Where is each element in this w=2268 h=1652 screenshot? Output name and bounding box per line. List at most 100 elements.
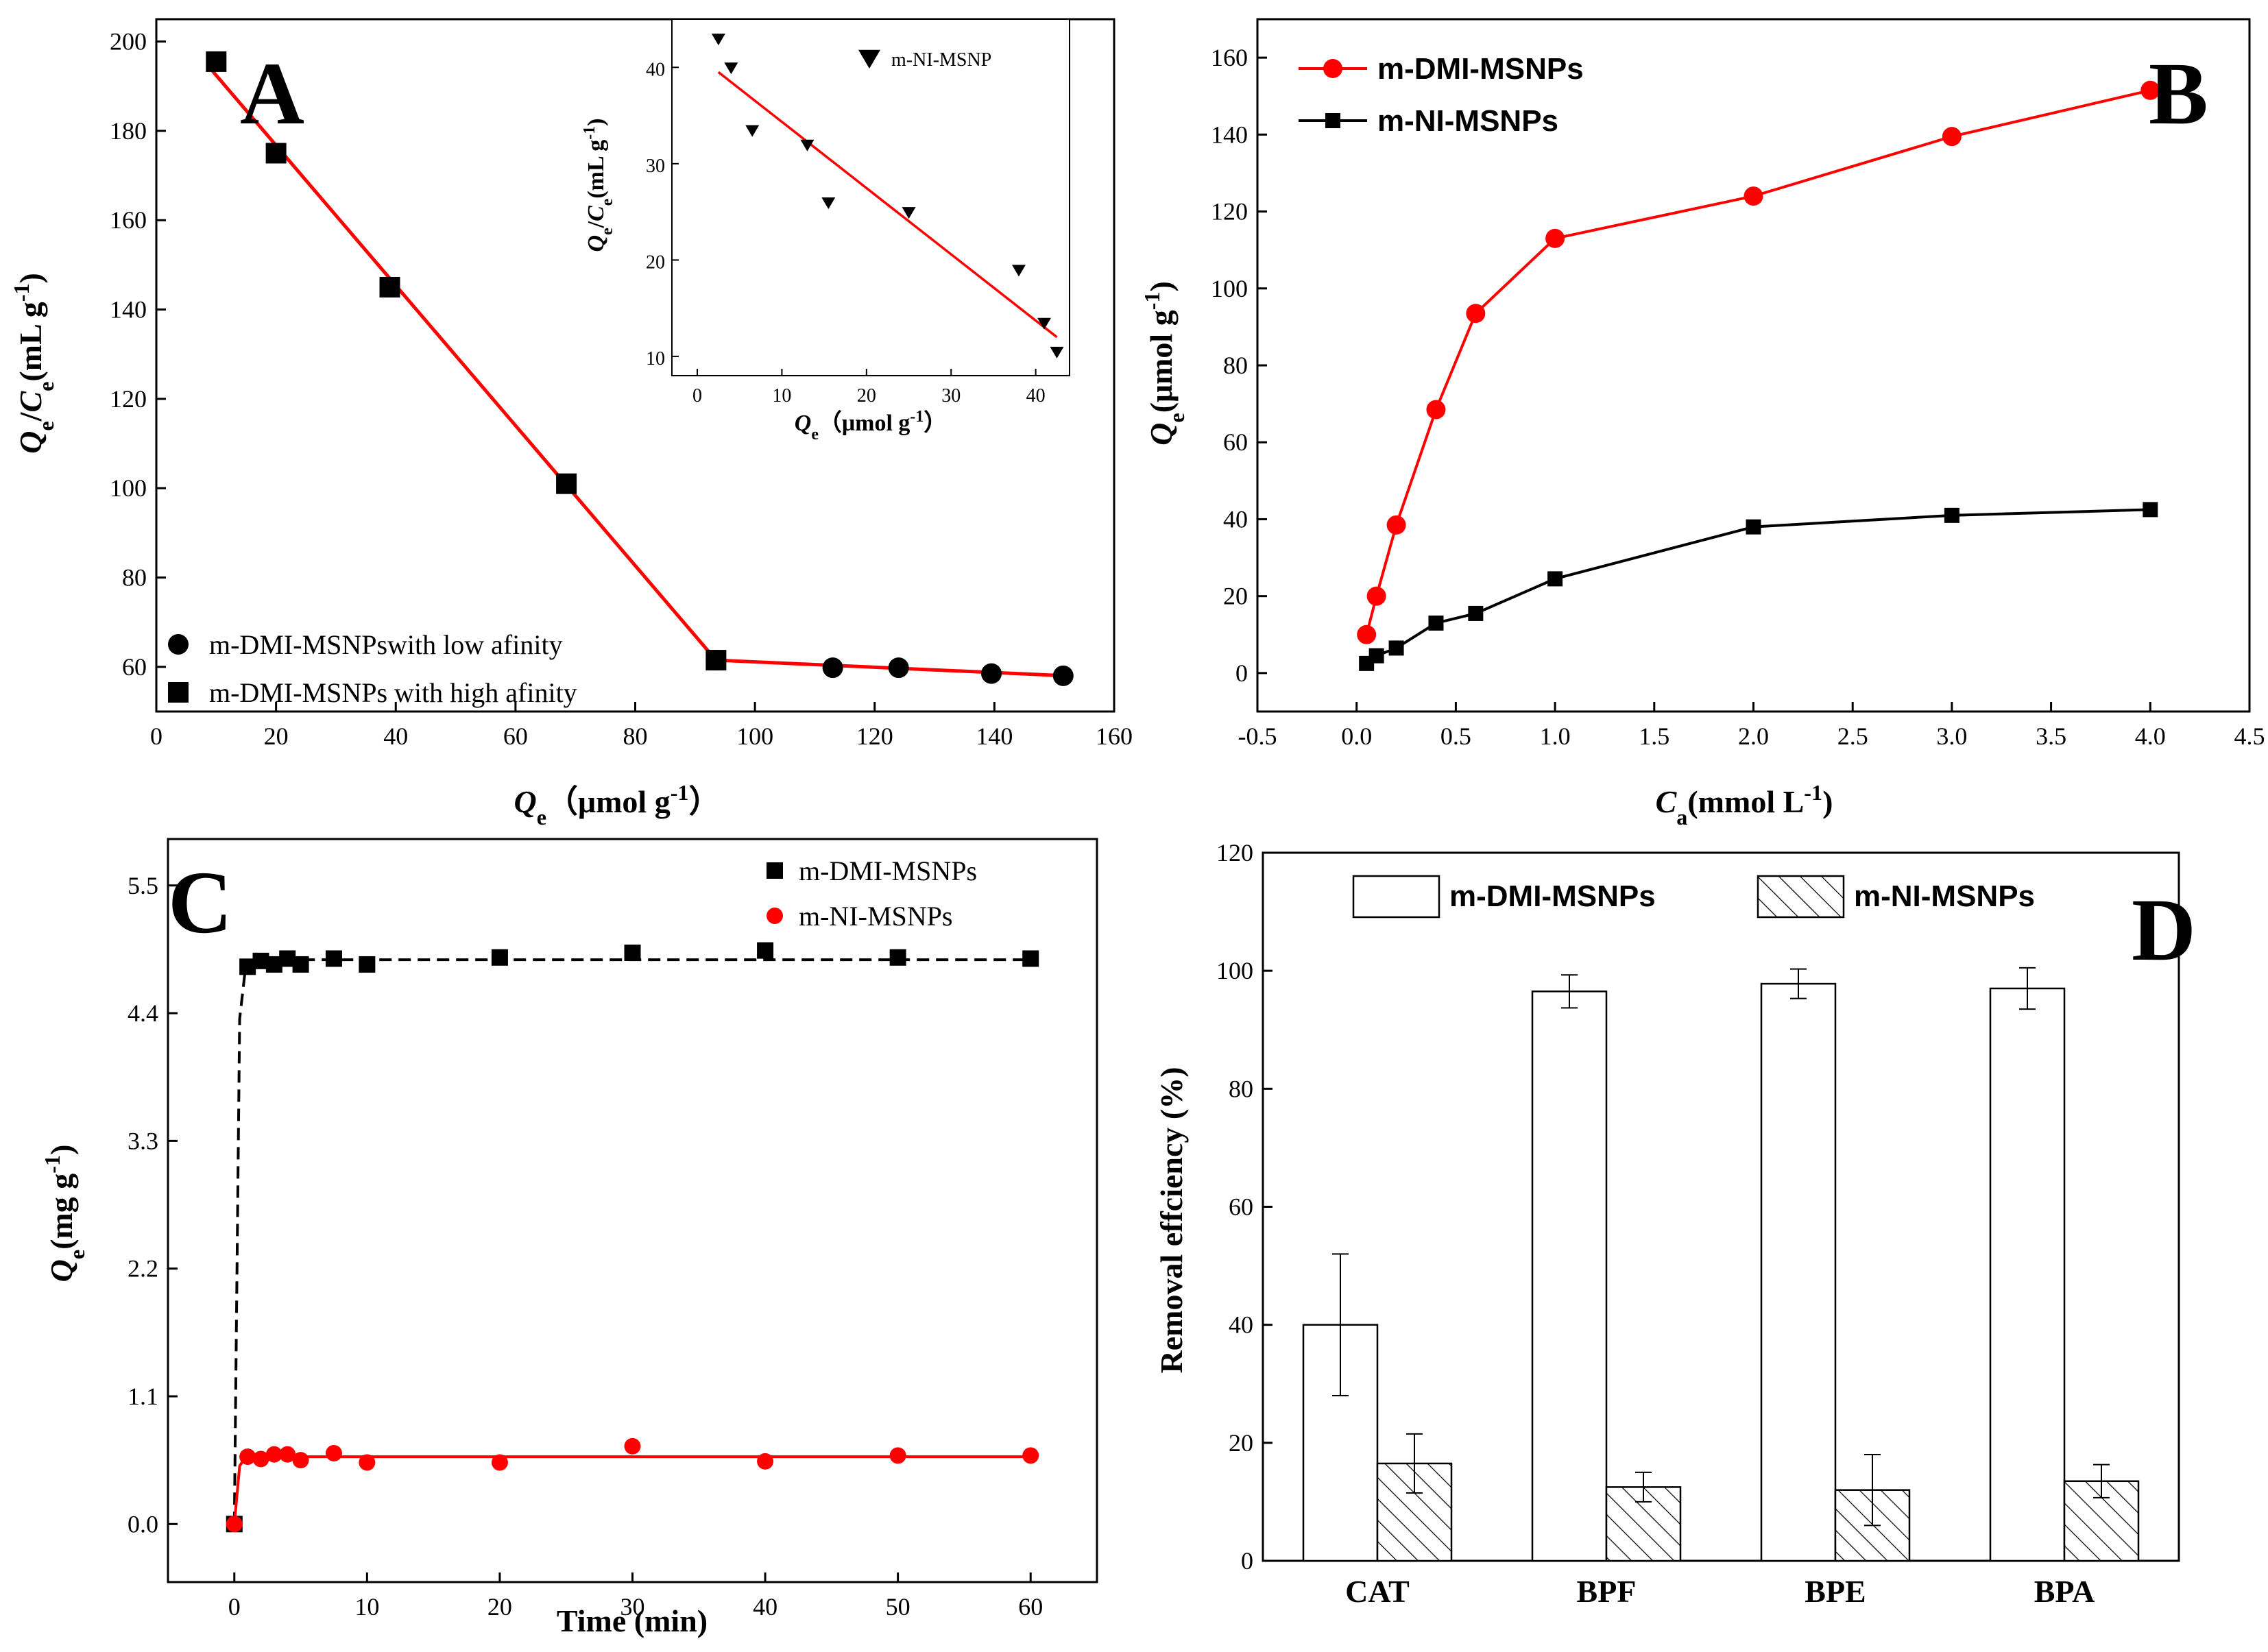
c-point — [757, 1453, 774, 1470]
panel-d: 0 20 40 60 80 100 120 CAT BPF BPE BPA m-DMI-MSNPs m-… — [1134, 829, 2268, 1649]
b-point — [2143, 502, 2158, 518]
b-ytick-label: 40 — [1223, 505, 1248, 533]
b-ytick-label: 0 — [1235, 659, 1248, 687]
panel-letter-c: C — [168, 853, 232, 952]
c-ylabel-part: -1 — [40, 1155, 64, 1174]
a-inset-ylabel-part: (mL g — [583, 140, 609, 199]
c-ytick-label: 5.5 — [128, 872, 158, 899]
c-ylabel-part: ) — [44, 1145, 79, 1155]
a-inset-ytick-label: 20 — [646, 252, 665, 273]
chart-b: -0.5 0.0 0.5 1.0 1.5 2.0 2.5 3.0 3.5 4.0 4.5 0 20 40 6… — [1139, 18, 2265, 829]
c-point — [889, 949, 906, 966]
c-point — [359, 956, 376, 973]
c-ylabel-part: e — [64, 1250, 89, 1259]
a-legend-label: m-DMI-MSNPs with high afinity — [209, 677, 577, 708]
b-xtick-label: 2.5 — [1837, 722, 1868, 750]
a-inset-legend-marker — [858, 49, 880, 69]
a-inset-bg — [672, 19, 1070, 376]
c-legend-label: m-NI-MSNPs — [799, 901, 952, 932]
a-ylabel-part: ) — [13, 273, 48, 283]
c-point — [292, 956, 309, 973]
a-inset-ylabel-part: e — [599, 228, 616, 235]
a-ytick-label: 160 — [110, 206, 147, 234]
b-xtick-label: 2.0 — [1738, 722, 1769, 750]
panel-letter-a: A — [240, 45, 304, 143]
b-xtick-label: 3.5 — [2036, 722, 2066, 750]
a-point — [981, 663, 1002, 684]
a-point — [888, 657, 909, 679]
b-xlabel: Ca(mmol L-1) — [1656, 780, 1833, 829]
a-inset-frame — [671, 19, 1070, 376]
c-point — [1022, 1447, 1039, 1464]
a-inset-xtick-label: 10 — [772, 385, 791, 406]
a-inset-ylabel-part: Q — [583, 235, 609, 252]
b-point — [1357, 624, 1377, 644]
panel-a: 0 20 40 60 80 100 120 140 160 60 80 100 120 140 160 180… — [0, 0, 1134, 829]
a-inset-ylabel-part: e — [599, 199, 616, 206]
a-xtick-label: 40 — [383, 722, 408, 750]
c-point — [359, 1454, 376, 1471]
c-ytick-label: 0.0 — [128, 1510, 158, 1538]
b-point — [1368, 648, 1384, 664]
panel-letter-b: B — [2149, 45, 2208, 143]
a-inset-ytick-label: 40 — [646, 59, 665, 80]
b-legend-label: m-DMI-MSNPs — [1377, 52, 1584, 86]
a-inset-ylabel-part: -1 — [581, 126, 599, 140]
a-inset-ylabel-part: / — [583, 221, 609, 228]
b-point — [1746, 519, 1761, 535]
b-point — [1366, 586, 1386, 606]
a-point — [1052, 665, 1074, 686]
b-xtick-label: 4.5 — [2234, 722, 2265, 750]
d-ytick-label: 120 — [1216, 839, 1253, 866]
d-legend-label: m-DMI-MSNPs — [1449, 879, 1656, 913]
a-ytick-label: 80 — [122, 564, 147, 592]
a-xlabel-part: ） — [689, 784, 721, 819]
a-legend-marker — [168, 682, 189, 703]
a-inset-ytick-label: 30 — [646, 156, 665, 177]
c-xtick-label: 50 — [886, 1593, 910, 1620]
c-fit-line — [232, 1455, 1031, 1525]
a-ytick-label: 180 — [110, 117, 147, 145]
d-bar — [1605, 1486, 1682, 1562]
d-ytick-label: 60 — [1229, 1193, 1253, 1221]
b-xlabel-part: a — [1676, 805, 1687, 829]
b-ytick-label: 140 — [1211, 121, 1248, 148]
c-xtick-label: 30 — [620, 1593, 645, 1620]
a-point — [206, 51, 227, 72]
d-ytick-label: 20 — [1229, 1429, 1253, 1457]
d-legend-swatch — [1757, 875, 1845, 919]
a-ylabel: Qe/Ce(mL g-1) — [9, 273, 58, 454]
b-legend-label: m-NI-MSNPs — [1377, 104, 1558, 138]
b-xtick-label: 1.5 — [1639, 722, 1669, 750]
chart-a: 0 20 40 60 80 100 120 140 1606080100120140160180… — [9, 18, 1133, 829]
d-ytick-label: 0 — [1241, 1547, 1253, 1575]
c-xlabel: Time (min) — [557, 1603, 708, 1638]
b-xtick-label: 0.5 — [1440, 722, 1471, 750]
a-xtick-label: 80 — [623, 722, 648, 750]
panel-b: -0.5 0.0 0.5 1.0 1.5 2.0 2.5 3.0 3.5 4.0 4.5 0 20 40 6… — [1134, 0, 2268, 829]
b-point — [1386, 515, 1406, 535]
d-category-label: BPE — [1805, 1574, 1866, 1609]
c-point — [226, 1516, 243, 1533]
a-inset-xtick-label: 20 — [857, 385, 876, 406]
c-legend-marker — [767, 862, 783, 879]
a-ylabel-part: C — [13, 391, 48, 413]
a-inset-ylabel-part: ) — [583, 119, 609, 126]
c-ytick-label: 1.1 — [128, 1383, 158, 1410]
chart-c: 0 10 20 30 40 50 60 0.0 1.1 2.2 3.3 4.4 5.5 m-DMI-MSN… — [40, 838, 1098, 1638]
c-point — [889, 1447, 906, 1464]
c-ylabel-part: (mg g — [44, 1174, 79, 1250]
c-ylabel: Qe(mg g-1) — [40, 1145, 89, 1283]
a-inset-ylabel-part: C — [583, 206, 609, 221]
a-inset-point — [745, 125, 760, 137]
b-xtick-label: 0.0 — [1341, 722, 1372, 750]
b-ytick-label: 80 — [1223, 352, 1248, 379]
a-ylabel-part: e — [34, 421, 58, 430]
a-ytick-label: 120 — [110, 385, 147, 413]
chart-d: 0 20 40 60 80 100 120 CAT BPF BPE BPA m-DMI-MSNPs m-… — [1154, 839, 2196, 1609]
b-point — [1388, 640, 1404, 656]
b-ylabel-part: e — [1164, 413, 1189, 422]
b-point — [1744, 186, 1763, 206]
a-inset-xlabel-part: Q — [795, 411, 812, 436]
d-category-label: BPA — [2034, 1574, 2095, 1609]
